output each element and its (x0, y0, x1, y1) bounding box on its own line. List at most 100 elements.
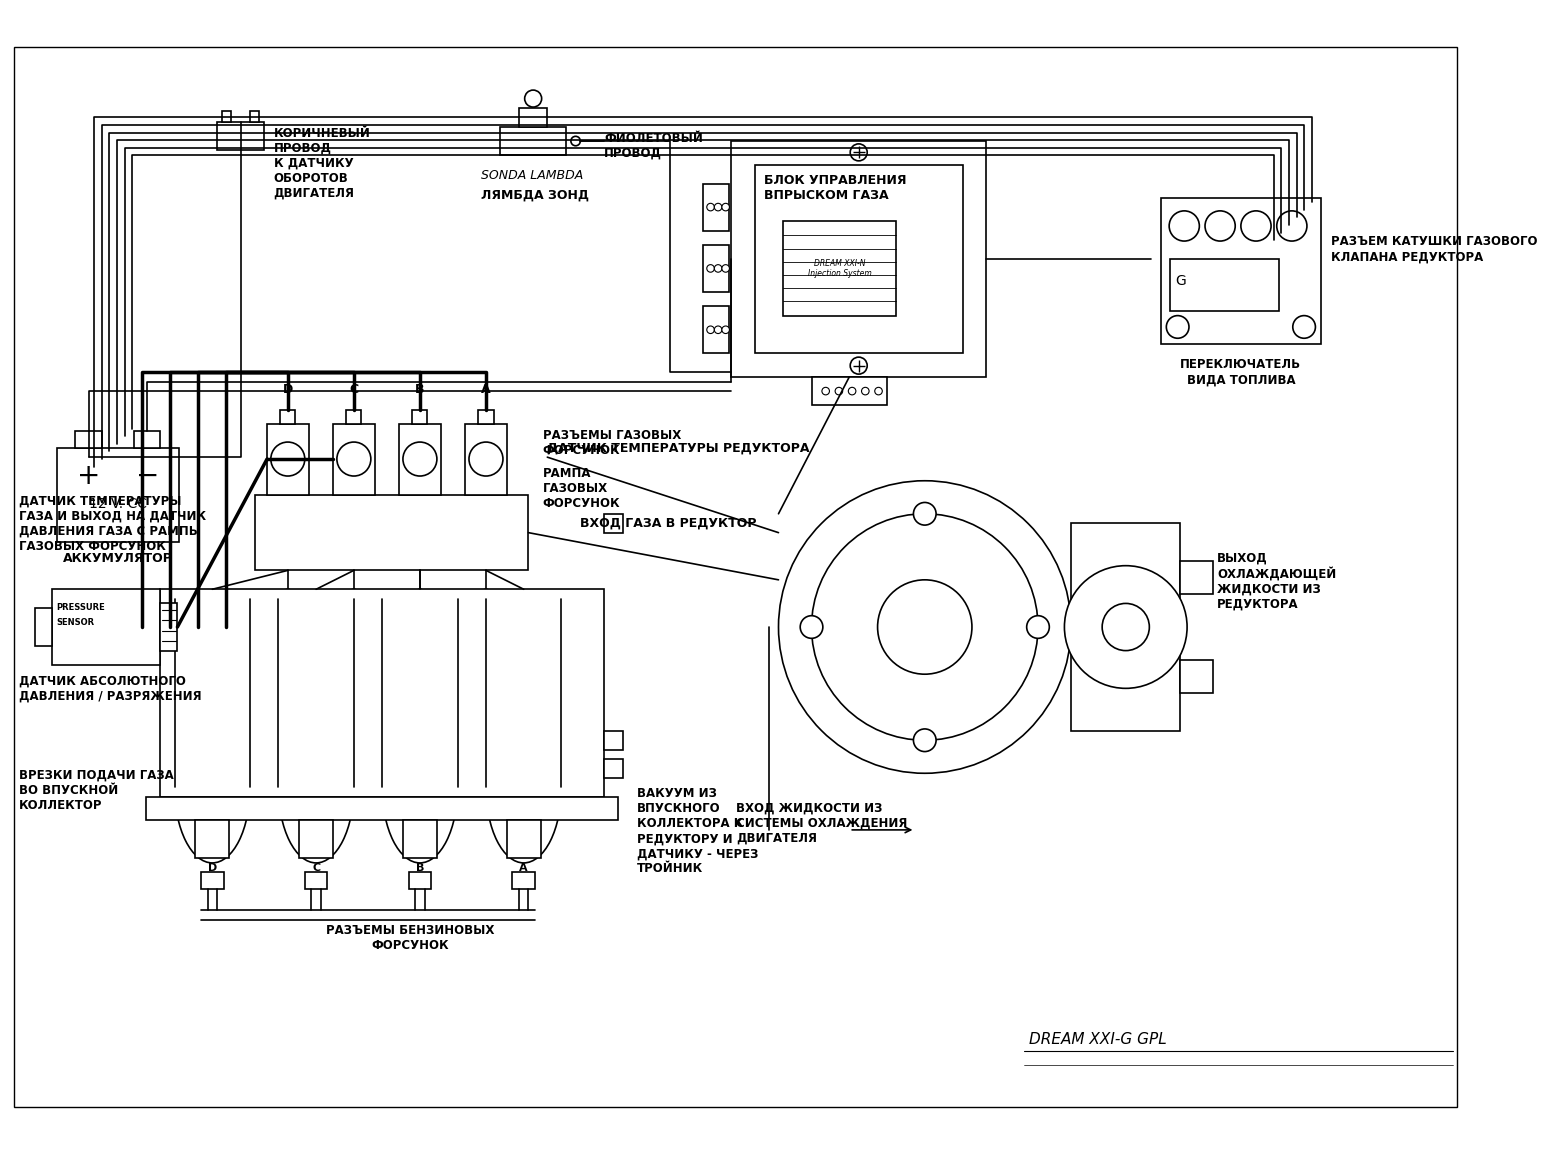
Circle shape (1169, 211, 1199, 241)
Bar (249, 111, 259, 122)
Bar (161, 590, 603, 797)
Bar (812, 377, 887, 405)
Text: G: G (1175, 273, 1185, 287)
Bar (75, 430, 101, 448)
Circle shape (281, 590, 295, 602)
Text: SONDA LAMBDA: SONDA LAMBDA (482, 170, 583, 182)
Text: РАЗЪЕМЫ БЕНЗИНОВЫХ
ФОРСУНОК: РАЗЪЕМЫ БЕНЗИНОВЫХ ФОРСУНОК (326, 924, 494, 952)
Circle shape (862, 388, 868, 395)
Circle shape (1102, 604, 1149, 651)
Text: C: C (349, 383, 359, 396)
Bar (413, 410, 427, 425)
Bar (201, 872, 223, 890)
Bar (51, 590, 161, 665)
Bar (703, 245, 730, 292)
Bar (479, 410, 494, 425)
Circle shape (469, 442, 504, 477)
Text: −: − (136, 462, 159, 490)
Circle shape (878, 579, 971, 674)
Circle shape (848, 388, 856, 395)
Bar (1160, 197, 1320, 344)
Circle shape (337, 442, 371, 477)
Circle shape (479, 590, 493, 602)
Bar (147, 797, 617, 820)
Bar (703, 183, 730, 231)
Text: D: D (207, 863, 217, 872)
Circle shape (850, 357, 867, 374)
Bar (500, 127, 566, 155)
Bar (267, 425, 309, 495)
Text: DREAM XXI-G GPL: DREAM XXI-G GPL (1029, 1032, 1166, 1047)
Bar (507, 820, 541, 859)
Bar (402, 820, 437, 859)
Circle shape (413, 590, 427, 602)
Text: ПЕРЕКЛЮЧАТЕЛЬ
ВИДА ТОПЛИВА: ПЕРЕКЛЮЧАТЕЛЬ ВИДА ТОПЛИВА (1180, 358, 1302, 387)
Circle shape (706, 264, 714, 272)
Circle shape (836, 388, 843, 395)
Text: DREAM XXI-N
Injection System: DREAM XXI-N Injection System (808, 258, 871, 278)
Bar (254, 495, 529, 570)
Bar (603, 759, 622, 778)
Circle shape (271, 442, 306, 477)
Bar (56, 448, 179, 542)
Circle shape (722, 264, 730, 272)
Text: D: D (282, 383, 293, 396)
Circle shape (1205, 211, 1235, 241)
Text: РАЗЪЕМЫ ГАЗОВЫХ
ФОРСУНОК: РАЗЪЕМЫ ГАЗОВЫХ ФОРСУНОК (543, 429, 681, 457)
Text: A: A (482, 383, 491, 396)
Text: ВЫХОД
ОХЛАЖДАЮЩЕЙ
ЖИДКОСТИ ИЗ
РЕДУКТОРА: ВЫХОД ОХЛАЖДАЮЩЕЙ ЖИДКОСТИ ИЗ РЕДУКТОРА (1218, 552, 1336, 610)
Text: ДАТЧИК АБСОЛЮТНОГО
ДАВЛЕНИЯ / РАЗРЯЖЕНИЯ: ДАТЧИК АБСОЛЮТНОГО ДАВЛЕНИЯ / РАЗРЯЖЕНИЯ (19, 674, 201, 702)
Circle shape (914, 729, 935, 751)
Circle shape (800, 616, 823, 638)
Bar (161, 604, 178, 651)
Circle shape (706, 325, 714, 334)
Bar (281, 410, 295, 425)
Circle shape (1292, 315, 1316, 338)
Circle shape (778, 481, 1071, 773)
Text: 12 V. CC: 12 V. CC (89, 497, 147, 511)
Circle shape (714, 203, 722, 211)
Circle shape (348, 590, 360, 602)
Circle shape (571, 136, 580, 145)
Circle shape (706, 203, 714, 211)
Bar (1171, 258, 1278, 310)
Bar (519, 108, 547, 127)
Bar (408, 872, 432, 890)
Bar (603, 514, 622, 533)
Circle shape (1065, 565, 1186, 688)
Bar (34, 608, 51, 646)
Text: КОРИЧНЕВЫЙ
ПРОВОД
К ДАТЧИКУ
ОБОРОТОВ
ДВИГАТЕЛЯ: КОРИЧНЕВЫЙ ПРОВОД К ДАТЧИКУ ОБОРОТОВ ДВИ… (274, 127, 371, 200)
Bar (1180, 561, 1213, 594)
Circle shape (914, 502, 935, 525)
Text: ВАКУУМ ИЗ
ВПУСКНОГО
КОЛЛЕКТОРА К
РЕДУКТОРУ И
ДАТЧИКУ - ЧЕРЕЗ
ТРОЙНИК: ВАКУУМ ИЗ ВПУСКНОГО КОЛЛЕКТОРА К РЕДУКТО… (638, 787, 758, 876)
Circle shape (525, 90, 541, 107)
Bar (134, 430, 161, 448)
Text: БЛОК УПРАВЛЕНИЯ
ВПРЫСКОМ ГАЗА: БЛОК УПРАВЛЕНИЯ ВПРЫСКОМ ГАЗА (764, 174, 907, 202)
Bar (334, 425, 374, 495)
Text: ДАТЧИК ТЕМПЕРАТУРЫ
ГАЗА И ВЫХОД НА ДАТЧИК
ДАВЛЕНИЯ ГАЗА С РАМПЫ
ГАЗОВЫХ ФОРСУНОК: ДАТЧИК ТЕМПЕРАТУРЫ ГАЗА И ВЫХОД НА ДАТЧИ… (19, 495, 206, 553)
Bar (603, 730, 622, 750)
Bar (221, 111, 231, 122)
Circle shape (875, 388, 882, 395)
Circle shape (714, 325, 722, 334)
Text: ВХОД ЖИДКОСТИ ИЗ
СИСТЕМЫ ОХЛАЖДЕНИЯ
ДВИГАТЕЛЯ: ВХОД ЖИДКОСТИ ИЗ СИСТЕМЫ ОХЛАЖДЕНИЯ ДВИГ… (736, 802, 907, 845)
Text: C: C (312, 863, 320, 872)
Bar (346, 410, 362, 425)
Text: ЛЯМБДА ЗОНД: ЛЯМБДА ЗОНД (482, 188, 589, 201)
Bar (465, 425, 507, 495)
Bar (195, 820, 229, 859)
Text: РАМПА
ГАЗОВЫХ
ФОРСУНОК: РАМПА ГАЗОВЫХ ФОРСУНОК (543, 466, 620, 510)
Bar (783, 222, 896, 315)
Circle shape (850, 144, 867, 160)
Circle shape (822, 388, 829, 395)
Bar (299, 820, 334, 859)
Circle shape (1241, 211, 1271, 241)
Circle shape (812, 514, 1038, 740)
Text: ВХОД ГАЗА В РЕДУКТОР: ВХОД ГАЗА В РЕДУКТОР (580, 517, 756, 530)
Text: ДАТЧИК ТЕМПЕРАТУРЫ РЕДУКТОРА: ДАТЧИК ТЕМПЕРАТУРЫ РЕДУКТОРА (547, 441, 809, 455)
Circle shape (1027, 616, 1049, 638)
Text: B: B (415, 383, 424, 396)
Bar (1180, 660, 1213, 694)
Text: B: B (416, 863, 424, 872)
Bar (513, 872, 535, 890)
